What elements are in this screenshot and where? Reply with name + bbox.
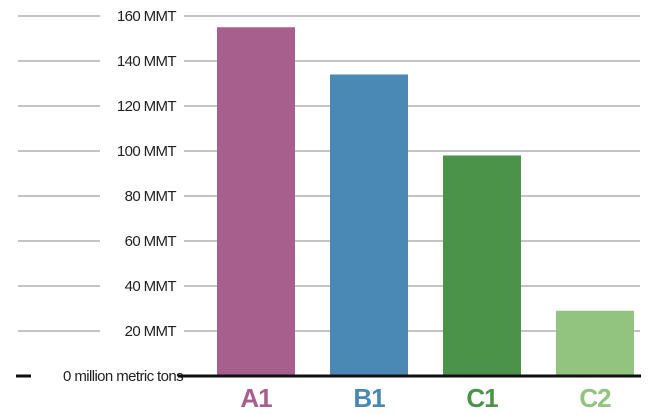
category-labels: A1 B1 C1 C2	[240, 383, 612, 413]
gridlines	[16, 15, 640, 378]
y-tick-label: 160 MMT	[117, 8, 177, 25]
bar-a1	[217, 27, 295, 376]
category-label-c2: C2	[579, 383, 611, 413]
y-tick-label: 20 MMT	[125, 323, 177, 340]
bars	[217, 27, 634, 376]
y-tick-label: 120 MMT	[117, 98, 177, 115]
y-tick-label: 140 MMT	[117, 53, 177, 70]
y-tick-label: 60 MMT	[125, 233, 177, 250]
y-tick-label: 40 MMT	[125, 278, 177, 295]
category-label-b1: B1	[353, 383, 385, 413]
bar-c2	[556, 310, 634, 376]
category-label-a1: A1	[240, 383, 272, 413]
y-tick-label: 80 MMT	[125, 188, 177, 205]
bar-c1	[443, 155, 521, 376]
bar-b1	[330, 74, 408, 376]
y-tick-label: 100 MMT	[117, 143, 177, 160]
y-tick-label-zero: 0 million metric tons	[63, 368, 183, 385]
y-tick-labels: 0 million metric tons 20 MMT 40 MMT 60 MMT 8…	[63, 8, 184, 385]
category-label-c1: C1	[466, 383, 498, 413]
